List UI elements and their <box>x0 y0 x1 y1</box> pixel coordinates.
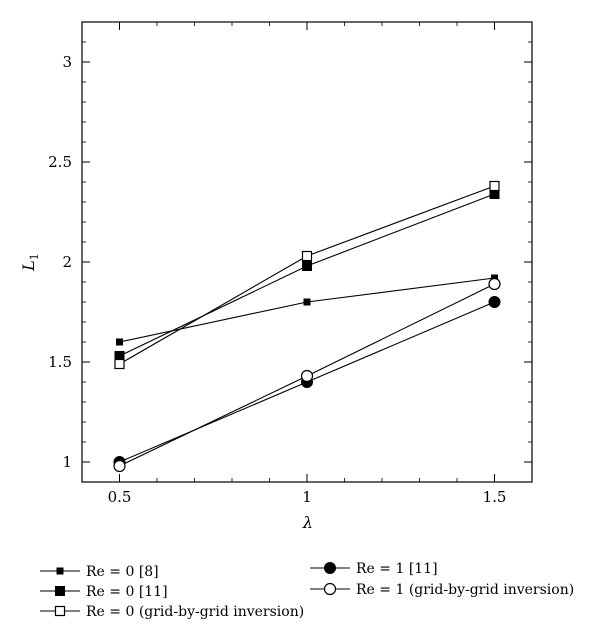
series-3 <box>114 180 500 370</box>
y-tick-label: 1.5 <box>48 353 72 371</box>
legend-entry: Re = 1 [11] <box>310 561 438 577</box>
series-line <box>119 185 495 365</box>
data-point <box>116 338 123 346</box>
y-axis-label-subscript: 1 <box>28 253 41 260</box>
legend-marker <box>323 582 337 596</box>
series-2 <box>114 189 500 361</box>
legend-entry: Re = 0 [11] <box>40 584 168 600</box>
legend-label: Re = 1 (grid-by-grid inversion) <box>356 582 574 598</box>
legend-label: Re = 0 [8] <box>86 564 159 580</box>
y-axis-label: L1 <box>19 253 41 272</box>
series-5 <box>113 277 501 473</box>
data-point <box>302 261 312 271</box>
axis-ticks: 1 1.5 2 2.5 3 0.5 1 1.5 <box>48 21 533 506</box>
data-point <box>301 250 313 262</box>
y-tick-label: 2 <box>62 253 72 271</box>
legend-entry: Re = 0 [8] <box>40 564 159 580</box>
x-tick-label: 1.5 <box>483 488 507 506</box>
data-point <box>113 459 126 473</box>
data-point <box>300 369 314 383</box>
x-axis-label: λ <box>302 513 313 532</box>
data-point <box>489 180 500 192</box>
data-point <box>303 298 311 306</box>
legend-entry: Re = 0 (grid-by-grid inversion) <box>40 604 304 620</box>
legend-label: Re = 0 [11] <box>86 584 168 600</box>
legend-marker <box>56 567 64 575</box>
axis-labels: λ L1 <box>19 253 313 532</box>
legend-marker <box>55 586 65 596</box>
legend-marker <box>324 562 336 574</box>
series-group <box>113 180 501 473</box>
x-tick-label: 0.5 <box>108 488 132 506</box>
legend-entry: Re = 1 (grid-by-grid inversion) <box>310 582 574 598</box>
data-point <box>114 358 125 370</box>
legend-label: Re = 0 (grid-by-grid inversion) <box>86 604 304 620</box>
y-axis-label-main: L <box>19 260 38 272</box>
legend-label: Re = 1 [11] <box>356 561 438 577</box>
legend-marker <box>54 605 66 617</box>
x-tick-label: 1 <box>302 488 312 506</box>
series-line <box>119 277 495 343</box>
data-point <box>488 277 501 291</box>
y-tick-label: 1 <box>62 453 72 471</box>
legend: Re = 0 [8] Re = 0 [11] Re = 0 (grid-by-gri… <box>40 561 574 620</box>
data-point <box>488 296 501 308</box>
y-tick-label: 2.5 <box>48 153 72 171</box>
y-tick-label: 3 <box>62 53 72 71</box>
